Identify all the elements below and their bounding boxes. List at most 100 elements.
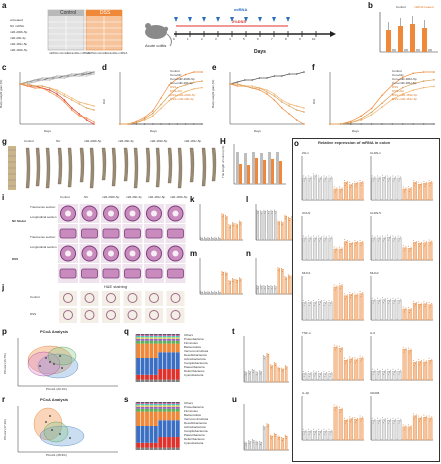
bar [255,372,259,383]
dot [285,437,287,439]
bar [333,346,338,381]
dot [387,234,389,236]
dot [420,182,422,184]
stack-segment [175,340,180,344]
dot [350,245,352,247]
dot [224,271,226,273]
dot [235,223,237,225]
tissue-section [59,228,77,239]
dot [248,370,250,372]
data-point [34,79,36,81]
dot [203,290,205,292]
bar [392,177,397,201]
stack-segment [175,406,180,409]
bar [412,415,417,441]
stack-segment [167,408,171,412]
dot [423,301,425,303]
stack-segment [162,379,167,382]
j-tile [59,291,77,306]
data-point [339,123,342,125]
bar [259,371,262,383]
col-label: miR-29b-3p [118,139,134,143]
dot [315,371,317,373]
data-point [78,75,80,77]
bar [328,302,333,321]
dot [205,237,207,239]
gene-label: MUC2 [370,271,379,275]
stack-segment [158,334,163,336]
stack-segment [140,447,145,450]
bar [251,370,255,383]
dot [428,239,430,241]
row-label: miR-181c-5p [10,42,28,46]
panel-label-e: e [212,63,217,72]
dot [310,236,312,238]
panel-a-col-label: mRNA mimics [87,51,106,55]
data-point [273,93,276,95]
panel-q-legend: Others Proteobacteria Firmicutes Bactero… [184,334,230,378]
data-point [48,89,51,91]
panel-t-bar-chart [243,336,289,383]
data-point [78,115,80,117]
panel-p-title: PCoA Analysis [40,329,69,334]
dot [336,187,338,189]
dot [224,215,226,217]
dot [362,180,364,182]
lumen [108,210,114,217]
stack-segment [158,338,163,341]
stack-segment [140,338,145,341]
dot [239,280,241,282]
data-point [152,123,154,125]
dot [286,435,288,437]
dot [414,182,416,184]
dot [393,422,395,424]
j-section [63,310,73,320]
bar [281,368,284,383]
stack-segment [153,403,158,406]
legend-item: DSS [392,85,399,89]
dot [326,176,328,178]
legend-item: DSS+miR-200b-5p [170,93,196,97]
dot [392,235,394,237]
col-label: Control [60,195,70,199]
stack-segment [175,405,180,407]
dot [263,285,265,287]
bar [328,431,333,441]
legend-item: Control [392,69,402,73]
data-point [176,77,179,80]
bar [267,286,270,295]
data-point [236,85,239,87]
bar [328,373,333,381]
dot [425,362,427,364]
dot [284,276,286,278]
data-point [295,105,298,107]
data-point [93,105,95,107]
dot [419,306,421,308]
dot [398,302,400,304]
row-label: untreated [10,18,23,22]
dot [289,275,291,277]
dot [351,183,353,185]
dot [345,422,346,424]
legend-item: DSS+NC [392,89,405,93]
dot [372,240,374,242]
dot [309,431,311,433]
bar [359,242,364,261]
panel-f-ylabel: DAI [312,98,316,104]
bar [338,248,343,261]
dot [357,358,359,360]
dot [219,291,221,293]
data-point [236,83,239,85]
legend-item: Patescibacteria [184,365,205,369]
dot [400,176,402,178]
dot [341,247,343,249]
data-point [412,123,414,125]
dot [302,175,304,177]
dot [204,239,206,241]
dot [382,368,384,370]
data-point [193,81,195,84]
dot [351,241,353,243]
data-point [273,75,276,77]
data-point [303,111,305,113]
dot [414,242,416,244]
